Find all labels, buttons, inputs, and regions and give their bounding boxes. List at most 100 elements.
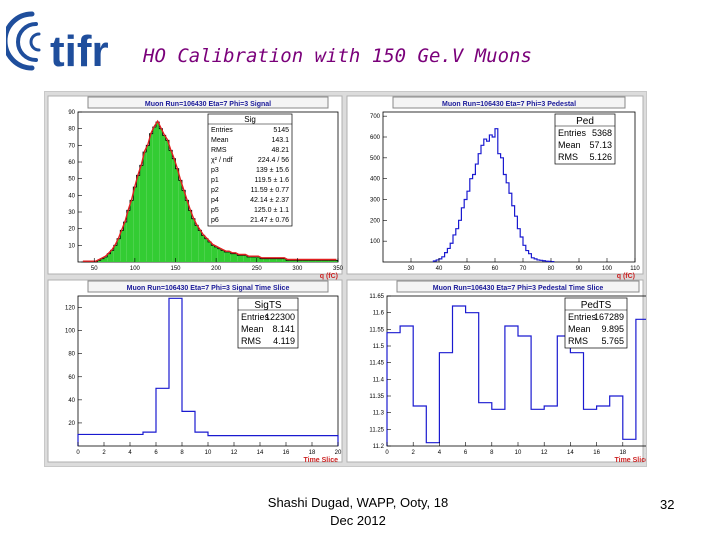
stats-value: 224.4 / 56 (258, 157, 289, 164)
x-tick-label: 4 (128, 450, 132, 456)
histogram-bin (123, 222, 127, 262)
histogram-bin (188, 210, 192, 262)
histogram-bin (182, 190, 186, 262)
stats-label: Mean (241, 324, 264, 334)
stats-value: 11.59 ± 0.77 (251, 187, 289, 194)
histogram-outline (432, 128, 555, 263)
histogram-bin (156, 122, 160, 262)
x-tick-label: 100 (602, 266, 613, 272)
histogram-bin (175, 168, 179, 262)
x-tick-label: 6 (154, 450, 158, 456)
x-tick-label: 14 (257, 450, 264, 456)
histogram-bin (299, 260, 303, 262)
chart-pad-4: Muon Run=106430 Eta=7 Phi=3 Pedestal Tim… (346, 279, 646, 464)
histogram-bin (172, 158, 176, 262)
histogram-bin (97, 260, 101, 262)
histogram-bin (237, 255, 241, 262)
y-tick-label: 10 (68, 243, 75, 249)
x-axis-label: q (fC) (617, 273, 635, 280)
stats-value: 5.765 (601, 336, 624, 346)
x-tick-label: 6 (464, 450, 468, 456)
y-tick-label: 11.65 (369, 294, 384, 300)
x-tick-label: 100 (130, 266, 141, 272)
slide-title: HO Calibration with 150 Ge.V Muons (143, 45, 532, 67)
y-tick-label: 100 (65, 329, 76, 335)
y-tick-label: 11.5 (373, 344, 385, 350)
histogram-bin (113, 245, 117, 262)
histogram-bin (266, 258, 270, 262)
chart-title-box (392, 96, 626, 109)
histogram-bin (276, 258, 280, 262)
histogram-bin (133, 187, 137, 262)
histogram-bin (104, 257, 108, 262)
histogram-bin (146, 145, 150, 262)
x-tick-label: 16 (283, 450, 290, 456)
stats-value: 139 ± 15.6 (256, 167, 289, 174)
histogram-outline (77, 297, 339, 446)
chart-title-box (87, 96, 329, 109)
x-tick-label: 18 (309, 450, 316, 456)
logo-wordmark: tifr (50, 27, 109, 74)
y-tick-label: 120 (65, 306, 76, 312)
histogram-bin (331, 260, 335, 262)
x-tick-label: 200 (211, 266, 222, 272)
footer-text: Shashi Dugad, WAPP, Ooty, 18 Dec 2012 (238, 494, 478, 530)
histogram-bin (162, 135, 166, 262)
stats-label: p3 (211, 167, 219, 174)
stats-value: 48.21 (271, 147, 289, 154)
x-tick-label: 80 (548, 266, 555, 272)
chart-title: Muon Run=106430 Eta=7 Phi=3 Signal (145, 101, 271, 108)
histogram-bin (107, 253, 111, 262)
y-tick-label: 500 (370, 156, 381, 162)
stats-value: 8.141 (272, 324, 295, 334)
x-tick-label: 2 (102, 450, 106, 456)
histogram-bin (159, 128, 163, 262)
y-tick-label: 60 (68, 160, 75, 166)
x-tick-label: 8 (490, 450, 494, 456)
x-tick-label: 8 (180, 450, 184, 456)
histogram-bin (230, 253, 234, 262)
y-tick-label: 40 (68, 398, 75, 404)
chart-title: Muon Run=106430 Eta=7 Phi=3 Pedestal (442, 101, 576, 108)
y-tick-label: 200 (370, 218, 381, 224)
page-number: 32 (660, 497, 675, 512)
chart-title: Muon Run=106430 Eta=7 Phi=3 Signal Time … (127, 285, 290, 292)
histogram-bin (282, 258, 286, 262)
stats-label: p6 (211, 217, 219, 224)
histogram-bin (185, 200, 189, 262)
y-tick-label: 11.45 (369, 361, 384, 367)
histogram-figure: Muon Run=106430 Eta=7 Phi=3 Signal 50 100 1… (47, 95, 646, 464)
x-axis-label: q (fC) (320, 273, 338, 280)
stats-label: RMS (241, 336, 261, 346)
stats-label: p5 (211, 207, 219, 214)
y-tick-label: 90 (68, 110, 75, 116)
histogram-bin (120, 230, 124, 262)
stats-value: 5.126 (589, 152, 612, 162)
x-tick-label: 18 (619, 450, 626, 456)
x-tick-label: 20 (335, 450, 342, 456)
stats-box (554, 113, 616, 165)
y-tick-label: 20 (68, 227, 75, 233)
stats-label: RMS (211, 147, 227, 154)
y-tick-label: 600 (370, 135, 381, 141)
y-tick-label: 50 (68, 177, 75, 183)
histogram-bin (110, 250, 114, 262)
x-tick-label: 300 (292, 266, 303, 272)
histogram-bin (214, 247, 218, 262)
chart-pad-1: Muon Run=106430 Eta=7 Phi=3 Signal 50 100 1… (47, 95, 344, 280)
y-tick-label: 11.4 (373, 377, 385, 383)
x-tick-label: 14 (567, 450, 574, 456)
histogram-bin (312, 260, 316, 262)
histogram-bin (117, 238, 121, 262)
histogram-bin (321, 260, 325, 262)
stats-value: 167289 (594, 312, 624, 322)
x-tick-label: 250 (252, 266, 263, 272)
stats-box (237, 297, 299, 349)
stats-label: p2 (211, 187, 219, 194)
logo-arcs-icon (6, 11, 41, 71)
histogram-bin (318, 260, 322, 262)
histogram-bin (130, 200, 134, 262)
x-tick-label: 16 (593, 450, 600, 456)
stats-value: 57.13 (589, 140, 612, 150)
stats-value: 9.895 (601, 324, 624, 334)
